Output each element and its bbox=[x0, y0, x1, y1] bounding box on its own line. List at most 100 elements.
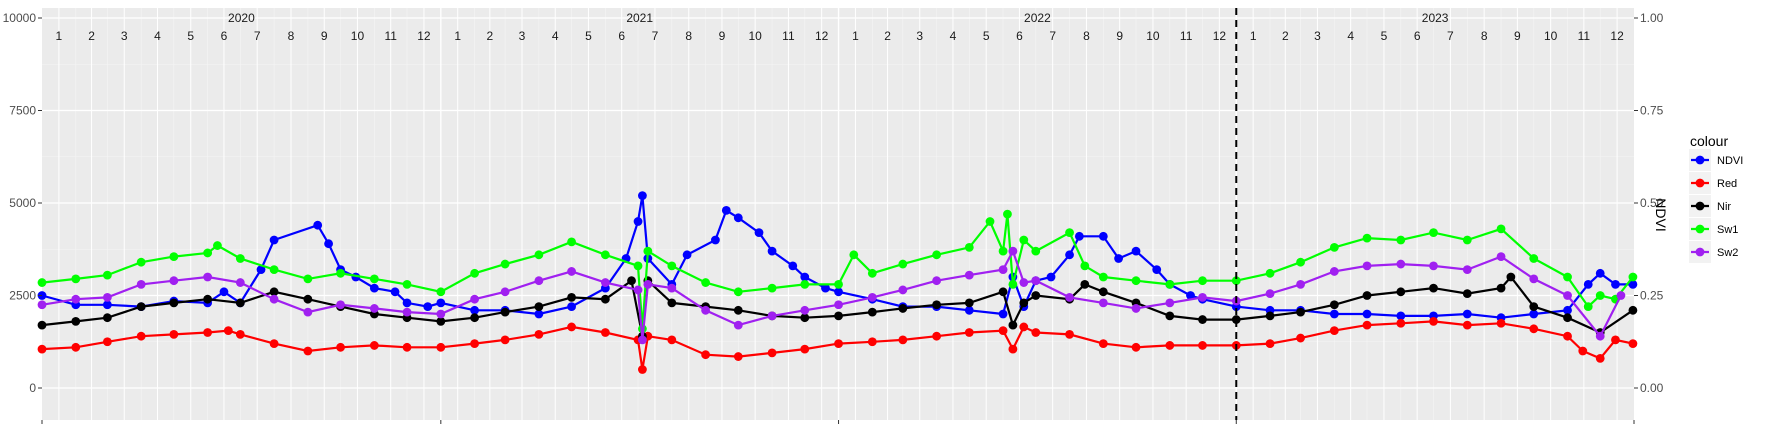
month-label: 3 bbox=[519, 29, 526, 43]
month-label: 9 bbox=[321, 29, 328, 43]
month-label: 12 bbox=[1610, 29, 1624, 43]
data-point-sw2 bbox=[136, 280, 146, 289]
data-point-sw1 bbox=[470, 268, 479, 278]
month-label: 10 bbox=[351, 29, 365, 43]
data-point-sw2 bbox=[203, 272, 213, 282]
data-point-ndvi bbox=[436, 298, 446, 308]
data-point-red bbox=[1496, 318, 1506, 328]
data-point-sw1 bbox=[867, 268, 877, 278]
legend: colour NDVI Red Nir Sw1 Sw2 bbox=[1689, 133, 1743, 263]
data-point-sw2 bbox=[834, 300, 843, 310]
data-point-nir bbox=[470, 313, 479, 323]
data-point-ndvi bbox=[998, 309, 1008, 319]
data-point-sw2 bbox=[800, 305, 810, 315]
data-point-sw2 bbox=[169, 276, 179, 286]
data-point-ndvi bbox=[1611, 280, 1620, 289]
data-point-sw1 bbox=[1031, 246, 1041, 256]
data-point-nir bbox=[667, 298, 677, 308]
data-point-red bbox=[1578, 346, 1588, 356]
data-point-nir bbox=[834, 311, 843, 321]
month-label: 10 bbox=[1544, 29, 1558, 43]
data-point-red bbox=[1329, 326, 1339, 336]
data-point-red bbox=[998, 326, 1008, 336]
series-red bbox=[37, 317, 1638, 374]
data-point-ndvi bbox=[711, 235, 720, 245]
month-label: 4 bbox=[154, 29, 161, 43]
data-point-sw2 bbox=[1529, 274, 1539, 284]
month-label: 6 bbox=[221, 29, 228, 43]
data-point-red bbox=[767, 348, 777, 358]
data-point-sw1 bbox=[1265, 268, 1275, 278]
data-point-red bbox=[567, 322, 576, 332]
month-label: 11 bbox=[782, 29, 795, 43]
data-point-nir bbox=[627, 276, 636, 286]
month-label: 9 bbox=[1514, 29, 1521, 43]
data-point-nir bbox=[1165, 311, 1175, 321]
data-point-sw1 bbox=[1396, 235, 1406, 245]
data-point-sw2 bbox=[71, 294, 81, 304]
legend-key-point bbox=[1695, 201, 1705, 211]
data-point-sw1 bbox=[600, 250, 610, 260]
data-point-ndvi bbox=[1186, 291, 1195, 300]
data-point-sw1 bbox=[1628, 272, 1638, 282]
month-label: 6 bbox=[1414, 29, 1421, 43]
data-point-sw1 bbox=[633, 261, 643, 271]
data-point-red bbox=[102, 337, 112, 347]
data-point-sw2 bbox=[1065, 292, 1074, 302]
data-point-nir bbox=[1031, 291, 1041, 300]
data-point-red bbox=[336, 342, 345, 352]
data-point-sw2 bbox=[1019, 278, 1029, 287]
data-point-sw1 bbox=[1019, 235, 1029, 245]
data-point-red bbox=[1396, 318, 1406, 328]
data-point-sw2 bbox=[1595, 331, 1605, 341]
left-tick-label: 10000 bbox=[3, 11, 37, 25]
data-point-sw1 bbox=[733, 287, 743, 297]
month-label: 2 bbox=[1282, 29, 1289, 43]
data-point-nir bbox=[1296, 307, 1305, 317]
data-point-red bbox=[1031, 328, 1041, 337]
data-point-nir bbox=[436, 317, 446, 326]
data-point-red bbox=[733, 352, 743, 361]
data-point-sw1 bbox=[1529, 254, 1539, 263]
data-point-sw2 bbox=[500, 287, 510, 297]
data-point-nir bbox=[303, 294, 313, 304]
data-point-sw2 bbox=[1165, 298, 1175, 308]
data-point-sw1 bbox=[436, 287, 446, 297]
data-point-nir bbox=[1198, 315, 1207, 324]
left-tick-label: 0 bbox=[29, 381, 36, 395]
legend-label-nir: Nir bbox=[1717, 201, 1731, 213]
right-tick-label: 0.75 bbox=[1640, 104, 1664, 118]
data-point-sw1 bbox=[1008, 280, 1018, 289]
data-point-sw1 bbox=[500, 259, 510, 269]
data-point-sw2 bbox=[402, 307, 412, 317]
month-label: 8 bbox=[288, 29, 295, 43]
data-point-nir bbox=[136, 302, 146, 311]
month-label: 6 bbox=[618, 29, 625, 43]
data-point-red bbox=[500, 335, 510, 345]
data-point-red bbox=[1131, 342, 1141, 352]
data-point-red bbox=[1563, 331, 1572, 341]
data-point-ndvi bbox=[1131, 246, 1141, 256]
data-point-red bbox=[1265, 339, 1275, 348]
data-point-ndvi bbox=[324, 239, 333, 249]
data-point-ndvi bbox=[1074, 231, 1084, 241]
data-point-ndvi bbox=[1529, 309, 1539, 319]
data-point-sw2 bbox=[336, 300, 345, 310]
legend-key-point bbox=[1695, 155, 1705, 165]
month-label: 8 bbox=[1481, 29, 1488, 43]
month-label: 4 bbox=[552, 29, 559, 43]
right-tick-label: 0.00 bbox=[1640, 381, 1664, 395]
data-point-ndvi bbox=[633, 217, 643, 226]
month-label: 12 bbox=[1213, 29, 1227, 43]
data-point-sw1 bbox=[235, 254, 245, 263]
data-point-sw2 bbox=[1496, 252, 1506, 262]
data-point-sw2 bbox=[1396, 259, 1406, 269]
data-point-nir bbox=[1563, 313, 1572, 323]
data-point-nir bbox=[269, 287, 279, 297]
data-point-red bbox=[667, 335, 677, 345]
series-layer bbox=[37, 191, 1638, 374]
data-point-ndvi bbox=[256, 265, 266, 274]
data-point-sw1 bbox=[998, 246, 1008, 256]
data-point-nir bbox=[1396, 287, 1406, 297]
data-point-ndvi bbox=[1114, 254, 1123, 263]
